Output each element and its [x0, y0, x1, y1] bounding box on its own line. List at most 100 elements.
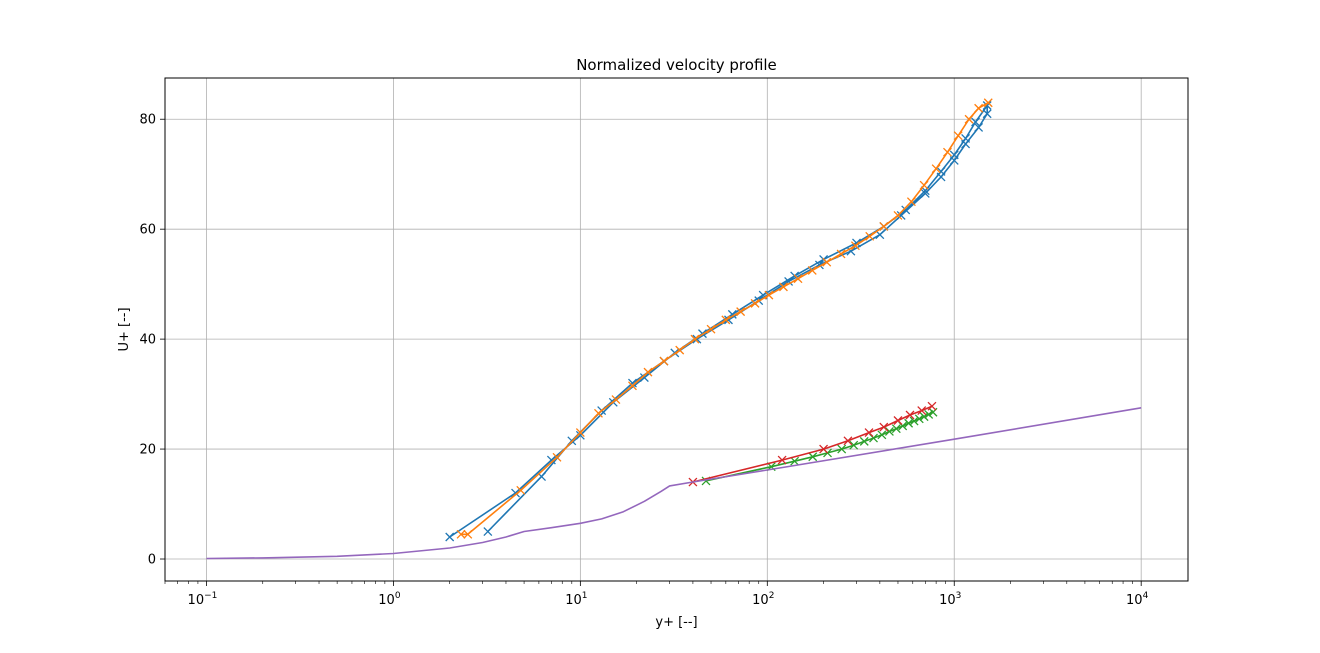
data-point-marker: [736, 307, 746, 317]
data-point-marker: [971, 117, 981, 127]
data-point-marker: [936, 172, 946, 182]
data-point-marker: [777, 455, 787, 465]
y-tick-label: 40: [139, 333, 156, 348]
data-point-marker: [893, 210, 903, 220]
plot-frame: [164, 77, 1189, 582]
data-point-marker: [639, 373, 649, 383]
data-point-marker: [859, 436, 869, 446]
x-tick-label: 102: [752, 591, 774, 608]
data-point-marker: [675, 345, 685, 355]
data-point-marker: [953, 131, 963, 141]
data-point-marker: [445, 532, 455, 542]
data-point-marker: [920, 188, 930, 198]
data-point-marker: [659, 356, 669, 366]
data-point-marker: [879, 422, 889, 432]
x-tick-label: 103: [939, 591, 961, 608]
data-point-marker: [879, 221, 889, 231]
series-2: [701, 407, 938, 486]
y-tick-label: 20: [139, 443, 156, 458]
data-point-marker: [643, 367, 653, 377]
y-axis-label: U+ [--]: [117, 307, 132, 351]
data-point-marker: [575, 430, 585, 440]
grid-lines: [165, 78, 1188, 581]
data-point-marker: [852, 238, 861, 248]
data-point-marker: [901, 205, 911, 215]
data-point-marker: [896, 210, 906, 220]
data-point-marker: [764, 290, 774, 300]
data-point-marker: [516, 485, 526, 495]
data-point-marker: [982, 101, 992, 110]
data-point-marker: [807, 265, 817, 275]
data-point-marker: [982, 109, 992, 119]
data-point-marker: [927, 401, 937, 411]
data-point-marker: [909, 416, 919, 426]
chart-title: Normalized velocity profile: [576, 56, 777, 74]
data-point-marker: [575, 428, 585, 438]
data-point-marker: [706, 324, 716, 334]
x-tick-label: 100: [378, 591, 401, 608]
data-point-marker: [964, 114, 974, 124]
data-point-marker: [511, 488, 520, 498]
data-point-marker: [864, 428, 874, 438]
data-point-marker: [877, 430, 887, 440]
data-point-marker: [974, 103, 984, 113]
data-point-marker: [546, 455, 556, 465]
series-1: [456, 98, 993, 539]
data-point-marker: [919, 180, 929, 190]
data-point-marker: [850, 241, 860, 251]
y-axis-ticks: 0 20 40 60 80: [139, 113, 165, 568]
data-point-marker: [931, 164, 941, 174]
y-tick-label: 0: [148, 553, 156, 568]
data-point-marker: [849, 440, 859, 450]
series-3: [688, 401, 937, 487]
data-point-marker: [949, 155, 959, 165]
data-point-marker: [594, 408, 603, 418]
data-point-marker: [917, 406, 927, 416]
series-line: [461, 102, 989, 536]
x-axis-ticks: 10−1 100 101 102 103 104: [164, 581, 1149, 608]
data-point-marker: [924, 409, 934, 419]
data-point-marker: [983, 98, 993, 108]
data-point-marker: [790, 456, 800, 466]
series-line: [206, 407, 1142, 560]
data-point-marker: [808, 452, 818, 462]
data-point-marker: [943, 147, 952, 157]
data-point-marker: [919, 412, 929, 422]
data-point-marker: [891, 424, 901, 434]
data-point-marker: [721, 315, 731, 325]
data-point-marker: [843, 436, 853, 446]
data-point-marker: [846, 246, 856, 256]
data-point-marker: [819, 444, 829, 454]
y-tick-label: 60: [139, 223, 156, 238]
data-point-marker: [974, 123, 984, 132]
data-point-marker: [750, 298, 760, 308]
data-point-marker: [483, 527, 493, 536]
data-point-marker: [906, 197, 916, 207]
data-point-marker: [837, 444, 847, 454]
data-point-marker: [463, 529, 473, 539]
data-point-marker: [690, 334, 700, 344]
x-tick-label: 104: [1126, 591, 1149, 608]
data-point-marker: [793, 274, 803, 284]
x-tick-label: 10−1: [188, 591, 218, 608]
data-point-marker: [961, 139, 971, 149]
data-point-marker: [628, 381, 637, 391]
data-point-marker: [904, 418, 914, 428]
data-point-marker: [628, 378, 637, 388]
y-tick-label: 80: [139, 113, 156, 128]
data-point-marker: [884, 427, 894, 436]
series-layer: [206, 98, 1142, 560]
data-point-marker: [611, 395, 621, 405]
data-point-marker: [865, 231, 875, 241]
data-point-marker: [778, 282, 788, 292]
series-4: [206, 407, 1142, 560]
data-point-marker: [893, 416, 903, 425]
data-point-marker: [869, 433, 878, 443]
x-tick-label: 101: [565, 591, 587, 608]
data-point-marker: [905, 410, 915, 420]
x-axis-label: y+ [--]: [655, 615, 697, 630]
data-point-marker: [822, 257, 832, 267]
series-line: [692, 405, 933, 483]
